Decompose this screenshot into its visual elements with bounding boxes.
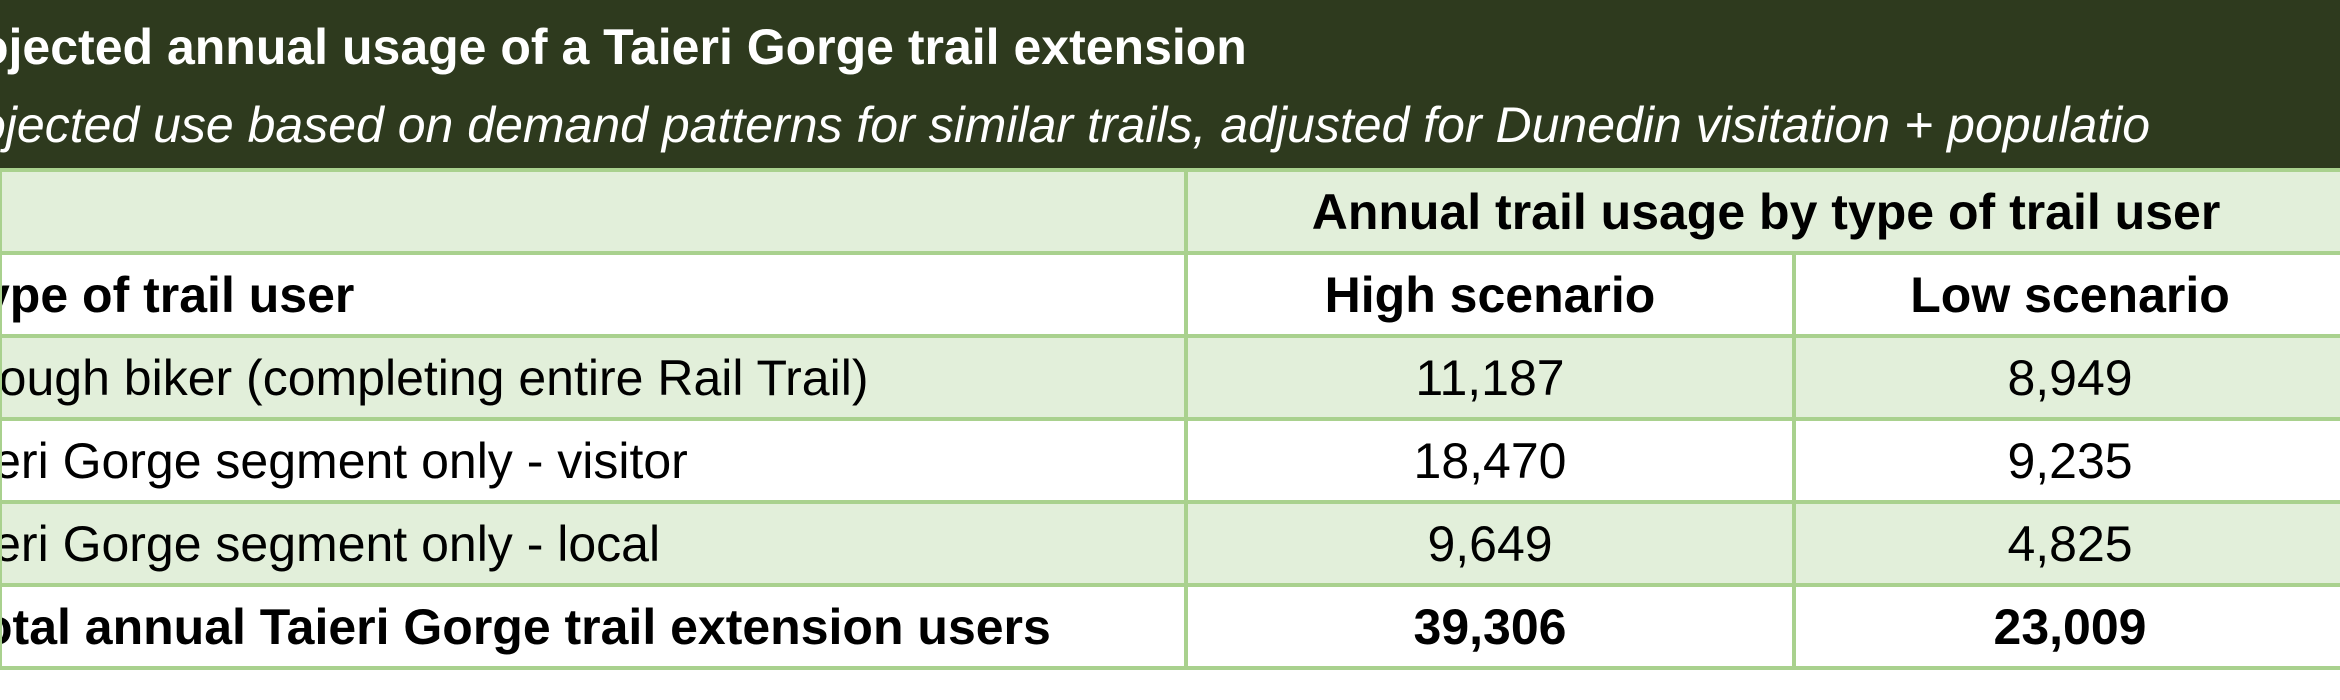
row-low: 8,949 — [1791, 334, 2340, 421]
group-header: Annual trail usage by type of trail user — [1183, 168, 2340, 255]
row-type: ieri Gorge segment only - visitor — [0, 417, 1188, 504]
header-high: High scenario — [1184, 251, 1796, 338]
table-subtitle: ojected use based on demand patterns for… — [0, 97, 2151, 153]
row-low: 4,825 — [1791, 500, 2340, 587]
row-high: 18,470 — [1184, 417, 1796, 504]
table-title: ojected annual usage of a Taieri Gorge t… — [0, 19, 1247, 75]
row-type: ieri Gorge segment only - local — [0, 500, 1188, 587]
row-type: rough biker (completing entire Rail Trai… — [0, 334, 1188, 421]
group-header-row: Annual trail usage by type of trail user — [0, 168, 2340, 255]
empty-header-cell — [0, 168, 1188, 255]
total-low: 23,009 — [1791, 583, 2340, 670]
header-type: ype of trail user — [0, 251, 1188, 338]
table-row: ieri Gorge segment only - visitor 18,470… — [0, 417, 2340, 504]
table-row: rough biker (completing entire Rail Trai… — [0, 334, 2340, 421]
total-high: 39,306 — [1184, 583, 1796, 670]
total-row: otal annual Taieri Gorge trail extension… — [0, 583, 2340, 670]
total-type: otal annual Taieri Gorge trail extension… — [0, 583, 1188, 670]
table-row: ieri Gorge segment only - local 9,649 4,… — [0, 500, 2340, 587]
row-low: 9,235 — [1791, 417, 2340, 504]
usage-table: Annual trail usage by type of trail user… — [0, 168, 2340, 670]
column-header-row: ype of trail user High scenario Low scen… — [0, 251, 2340, 338]
title-banner: ojected annual usage of a Taieri Gorge t… — [0, 0, 2340, 170]
row-high: 9,649 — [1184, 500, 1796, 587]
row-high: 11,187 — [1184, 334, 1796, 421]
header-low: Low scenario — [1791, 251, 2340, 338]
